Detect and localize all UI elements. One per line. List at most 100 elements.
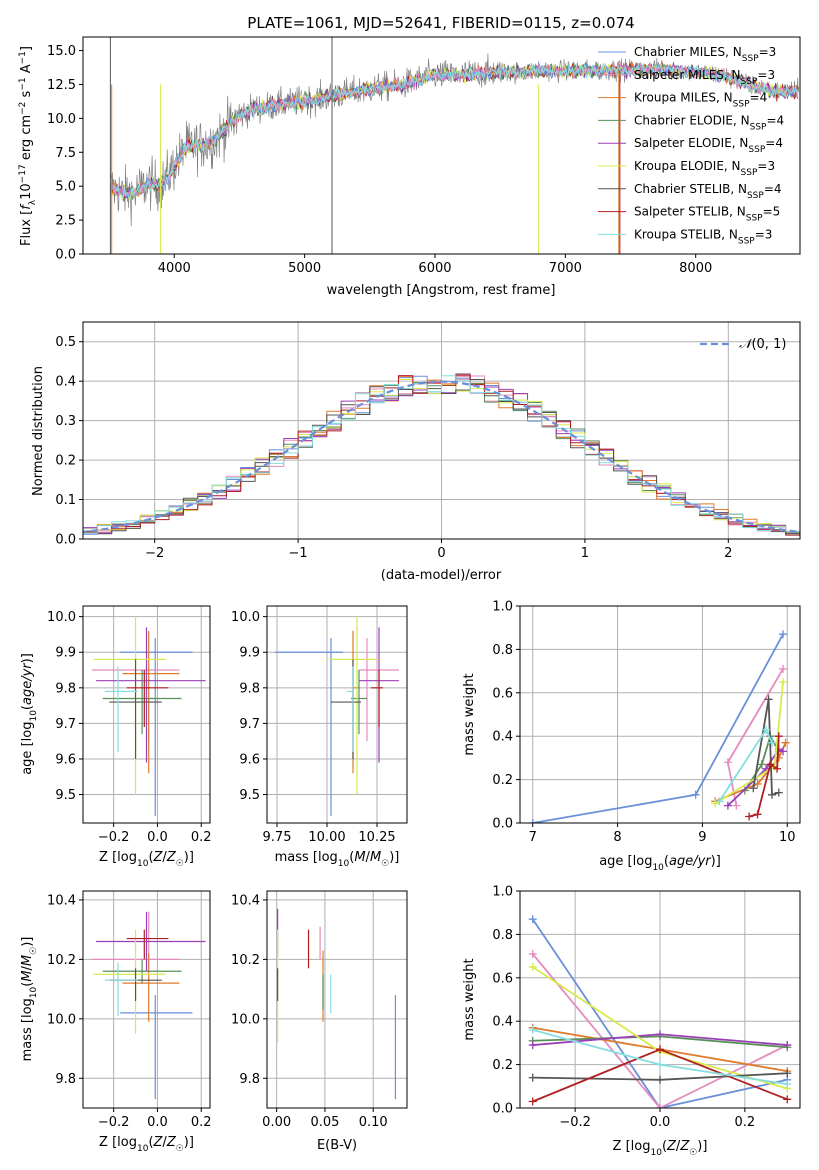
label-part: )] xyxy=(20,653,35,663)
axes-frame xyxy=(266,890,408,1109)
x-axis-label: age [log10(age/yr)] xyxy=(599,854,721,873)
label-part: ( xyxy=(664,854,669,869)
label-part: 10 xyxy=(137,859,149,869)
label-part: age/yr xyxy=(20,662,35,705)
x-tick-label: 0 xyxy=(437,546,445,561)
model-spectrum xyxy=(109,62,799,199)
label-part: Z [log xyxy=(613,1139,651,1154)
label-part: s xyxy=(19,90,34,101)
model-spectrum xyxy=(109,62,799,199)
y-tick-label: 10.0 xyxy=(231,1012,260,1027)
label-part: SSP xyxy=(733,100,750,110)
series-marker xyxy=(768,738,776,747)
x-tick-label: 0.10 xyxy=(359,1115,388,1130)
series-marker xyxy=(768,790,776,799)
y-tick-label: 0.4 xyxy=(55,375,76,390)
y-axis-label: Flux [fλ10−17 erg cm−2 s−1 A−1] xyxy=(18,46,38,246)
y-tick-label: 1.0 xyxy=(492,885,513,900)
y-tick-label: 7.5 xyxy=(55,146,76,161)
y-tick-label: 0.6 xyxy=(492,686,513,701)
label-part: =4 xyxy=(764,182,782,196)
series-marker xyxy=(528,1041,537,1050)
label-part: Chabrier MILES, N xyxy=(634,45,742,59)
series-marker xyxy=(528,949,537,958)
legend-label: Salpeter STELIB, NSSP=5 xyxy=(634,205,780,224)
label-part: Salpeter MILES, N xyxy=(634,68,741,82)
label-part: SSP xyxy=(741,77,758,87)
label-part: / xyxy=(162,850,167,865)
x-axis-label: mass [log10(M/M☉)] xyxy=(275,850,400,869)
label-part: M xyxy=(20,955,35,966)
y-axis-label: mass [log10(M/M☉)] xyxy=(20,937,39,1062)
plot-area xyxy=(277,908,397,1100)
x-axis-label: (data-model)/error xyxy=(381,568,502,583)
label-part: =3 xyxy=(759,45,777,59)
label-part: −1 xyxy=(18,77,28,90)
y-axis-label: Normed distribution xyxy=(31,366,46,496)
label-part: ] xyxy=(19,46,34,51)
axes-frame xyxy=(82,321,801,540)
panel-age-vs-mass: 9.75 10.00 10.25 9.5 9.6 9.7 9.8 9.9 10.0 mass [l… xyxy=(231,605,408,869)
x-tick-label: −0.2 xyxy=(98,1115,130,1130)
legend-label: Chabrier ELODIE, NSSP=4 xyxy=(634,113,784,132)
y-tick-label: 10.0 xyxy=(47,112,76,127)
series-marker xyxy=(528,915,537,924)
panel-residuals: −2 −1 0 1 2 0.0 0.1 0.2 0.3 0.4 0.5 (data-model)/er… xyxy=(31,321,801,583)
x-tick-label: 0.0 xyxy=(650,1115,671,1130)
series-marker xyxy=(528,1073,537,1082)
y-tick-label: 0.4 xyxy=(492,730,513,745)
label-part: 10 xyxy=(29,710,39,722)
y-tick-label: 9.8 xyxy=(55,1072,76,1087)
series-marker xyxy=(783,1041,792,1050)
label-part: Flux [ xyxy=(19,210,34,246)
label-part: age [log xyxy=(20,722,35,775)
label-part: ( xyxy=(20,705,35,710)
y-tick-label: 9.6 xyxy=(239,752,260,767)
label-part: erg cm xyxy=(19,115,34,164)
series-marker xyxy=(691,790,700,799)
legend-label: Chabrier STELIB, NSSP=4 xyxy=(634,182,782,201)
y-tick-label: 0.2 xyxy=(492,773,513,788)
label-part: ☉ xyxy=(176,1144,184,1154)
y-tick-label: 9.8 xyxy=(239,681,260,696)
label-part: / xyxy=(366,850,371,865)
label-part: Kroupa MILES, N xyxy=(634,91,733,105)
series-marker xyxy=(766,760,775,769)
label-part: SSP xyxy=(746,214,763,224)
label-part: =4 xyxy=(750,91,768,105)
label-part: 10 xyxy=(19,183,34,200)
label-part: SSP xyxy=(738,236,755,246)
series-marker xyxy=(773,764,782,773)
x-tick-label: 0.05 xyxy=(310,1115,339,1130)
y-tick-label: 10.0 xyxy=(231,610,260,625)
x-tick-label: −1 xyxy=(289,546,308,561)
label-part: Z xyxy=(666,1139,677,1154)
label-part: )] xyxy=(20,937,35,947)
y-tick-label: 0.5 xyxy=(55,335,76,350)
series-marker xyxy=(656,1104,664,1108)
y-tick-label: 0.8 xyxy=(492,643,513,658)
legend-label: Chabrier MILES, NSSP=3 xyxy=(634,45,776,64)
legend-label: Salpeter MILES, NSSP=3 xyxy=(634,68,775,87)
x-tick-label: 5000 xyxy=(288,261,321,276)
x-tick-label: 7 xyxy=(529,830,537,845)
x-tick-label: 9.75 xyxy=(263,830,292,845)
series-line xyxy=(532,953,788,1108)
plot-area xyxy=(275,616,399,816)
label-part: =4 xyxy=(766,113,784,127)
series-marker xyxy=(528,819,537,823)
label-part: Z [log xyxy=(99,850,137,865)
label-part: ( xyxy=(148,850,153,865)
y-tick-label: 0.6 xyxy=(492,971,513,986)
y-tick-label: 15.0 xyxy=(47,44,76,59)
label-part: SSP xyxy=(748,145,765,155)
label-part: ☉ xyxy=(689,1148,697,1158)
label-part: (0, 1) xyxy=(751,337,786,352)
label-part: Z xyxy=(153,850,164,865)
series-marker xyxy=(723,801,732,810)
series-marker xyxy=(783,1080,792,1089)
axes-frame xyxy=(82,890,211,1109)
series-line xyxy=(531,918,788,1108)
